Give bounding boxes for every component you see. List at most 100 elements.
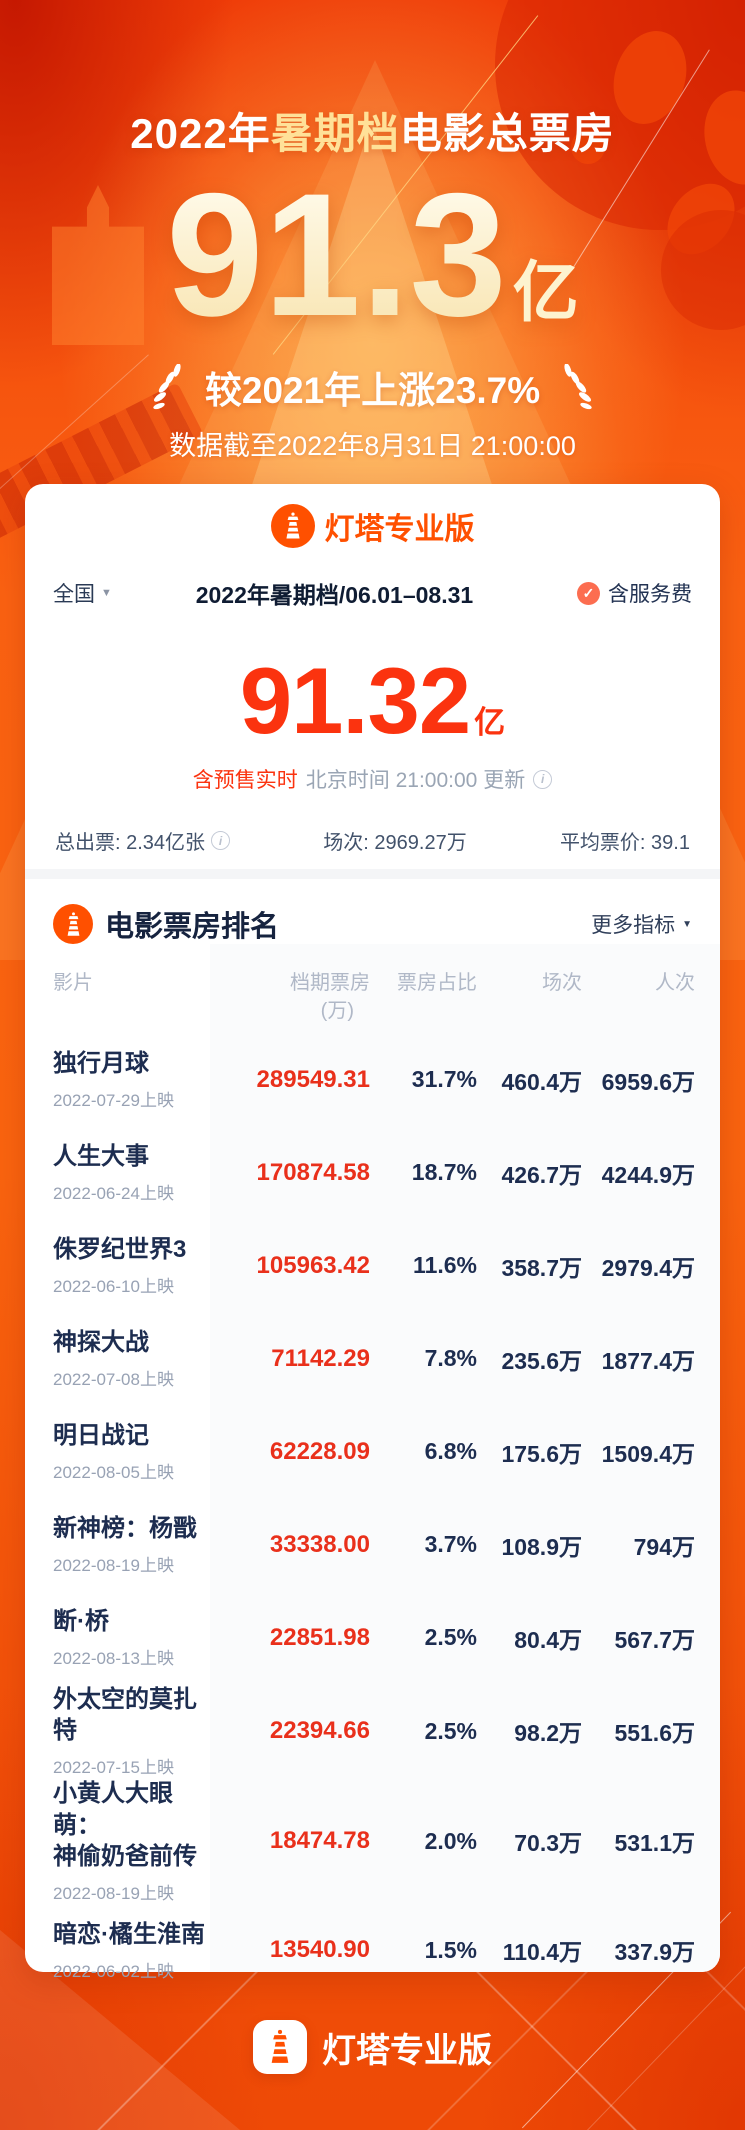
film-box-share: 3.7% [424,1531,477,1557]
poster-title-suffix: 电影总票房 [399,110,615,157]
film-admissions: 337.9万 [614,1939,695,1966]
update-time-label: 北京时间 21:00:00 更新 [305,769,526,792]
film-cell: 独行月球 2022-07-29上映 [53,1048,210,1111]
table-row[interactable]: 断·桥 2022-08-13上映 22851.98 2.5% 80.4万 567… [25,1591,720,1684]
film-release-date: 2022-06-10上映 [53,1277,174,1297]
realtime-box-office-unit: 亿 [474,705,506,740]
table-row[interactable]: 小黄人大眼萌： 神偷奶爸前传 2022-08-19上映 18474.78 2.0… [25,1778,720,1904]
film-cell: 人生大事 2022-06-24上映 [53,1141,210,1204]
poster-title-highlight: 暑期档 [270,110,400,157]
film-admissions: 6959.6万 [601,1068,695,1095]
more-metrics-button[interactable]: 更多指标 ▼ [591,909,692,939]
film-sessions: 460.4万 [501,1068,582,1095]
film-box-office: 170874.58 [256,1158,370,1186]
update-info-row: 含预售实时 北京时间 21:00:00 更新 i [25,764,720,794]
table-row[interactable]: 外太空的莫扎特 2022-07-15上映 22394.66 2.5% 98.2万… [25,1684,720,1778]
table-row[interactable]: 新神榜：杨戬 2022-08-19上映 33338.00 3.7% 108.9万… [25,1498,720,1591]
realtime-box-office: 91.32 亿 [25,654,720,748]
info-icon[interactable]: i [533,769,553,789]
poster-title: 2022年暑期档电影总票房 [0,100,745,161]
laurel-right-icon [564,364,592,410]
realtime-box-office-value: 91.32 [239,648,471,753]
sessions-stat: 场次: 2969.27万 [323,826,466,855]
table-scroll-panel [210,944,720,1972]
film-box-office: 18474.78 [269,1827,370,1855]
table-row[interactable]: 暗恋·橘生淮南 2022-06-02上映 13540.90 1.5% 110.4… [25,1904,720,1997]
sessions-stat-label: 场次: 2969.27万 [323,832,467,854]
film-title: 小黄人大眼萌： 神偷奶爸前传 [53,1780,197,1870]
film-box-office: 62228.09 [269,1437,370,1465]
table-row[interactable]: 明日战记 2022-08-05上映 62228.09 6.8% 175.6万 1… [25,1405,720,1498]
total-box-office: 91.3亿 [0,168,745,343]
avg-price-stat-label: 平均票价: 39.1 [559,832,690,854]
film-box-office: 22394.66 [269,1717,370,1745]
film-box-share: 1.5% [424,1936,477,1963]
chevron-down-icon: ▼ [682,918,692,930]
chevron-down-icon: ▼ [101,587,112,599]
film-box-share: 2.0% [424,1827,477,1854]
film-box-share: 6.8% [424,1438,477,1464]
film-box-share: 31.7% [411,1066,477,1092]
column-header-box-unit: (万) [320,1000,354,1022]
presale-realtime-label: 含预售实时 [192,769,298,792]
table-row[interactable]: 独行月球 2022-07-29上映 289549.31 31.7% 460.4万… [25,1033,720,1126]
film-sessions: 80.4万 [514,1626,582,1653]
film-title: 暗恋·橘生淮南 [53,1920,205,1948]
filter-row: 全国 ▼ 2022年暑期档/06.01–08.31 ✓ 含服务费 [25,576,720,610]
ranking-table-header: 影片 档期票房 (万) 票房占比 场次 人次 [25,969,720,1025]
film-cell: 外太空的莫扎特 2022-07-15上映 [53,1684,210,1778]
column-header-admissions: 人次 [655,972,695,994]
beacon-logo-icon [53,904,93,944]
film-box-office: 22851.98 [269,1623,370,1651]
service-fee-label: 含服务费 [608,583,692,606]
film-admissions: 4244.9万 [601,1161,695,1188]
film-admissions: 531.1万 [614,1830,695,1857]
tickets-stat: 总出票: 2.34亿张 i [55,826,231,855]
table-row[interactable]: 侏罗纪世界3 2022-06-10上映 105963.42 11.6% 358.… [25,1219,720,1312]
brand-header: 灯塔专业版 [25,484,720,548]
summary-stats-row: 总出票: 2.34亿张 i 场次: 2969.27万 平均票价: 39.1 [25,826,720,855]
film-title: 新神榜：杨戬 [53,1514,197,1542]
column-header-box-label: 档期票房 [290,972,370,994]
yoy-banner: 较2021年上涨23.7% [0,360,745,414]
total-box-office-unit: 亿 [512,255,579,329]
film-sessions: 175.6万 [501,1440,582,1467]
film-title: 明日战记 [53,1421,149,1449]
film-admissions: 567.7万 [614,1626,695,1653]
table-row[interactable]: 人生大事 2022-06-24上映 170874.58 18.7% 426.7万… [25,1126,720,1219]
film-admissions: 2979.4万 [601,1254,695,1281]
more-metrics-label: 更多指标 [591,914,676,937]
laurel-left-icon [153,364,181,410]
ranking-title: 电影票房排名 [105,911,280,943]
service-fee-toggle[interactable]: ✓ 含服务费 [577,578,692,608]
film-box-share: 7.8% [424,1345,477,1371]
region-label: 全国 [53,583,95,606]
film-sessions: 358.7万 [501,1254,582,1281]
film-box-office: 71142.29 [271,1344,370,1372]
tickets-stat-label: 总出票: 2.34亿张 [55,832,206,854]
film-release-date: 2022-08-19上映 [53,1883,174,1903]
film-title: 断·桥 [53,1607,109,1635]
film-title: 外太空的莫扎特 [53,1686,197,1745]
film-cell: 断·桥 2022-08-13上映 [53,1606,210,1669]
column-header-share: 票房占比 [397,972,477,994]
film-admissions: 551.6万 [614,1720,695,1747]
avg-price-stat: 平均票价: 39.1 [560,826,690,855]
info-icon[interactable]: i [211,831,231,850]
yoy-text: 较2021年上涨23.7% [204,370,541,411]
date-range-label: 2022年暑期档/06.01–08.31 [195,582,474,608]
film-release-date: 2022-07-29上映 [53,1091,174,1111]
film-sessions: 110.4万 [502,1939,582,1966]
film-box-office: 13540.90 [269,1936,370,1964]
film-release-date: 2022-08-19上映 [53,1556,174,1576]
film-cell: 侏罗纪世界3 2022-06-10上映 [53,1234,210,1297]
column-header-film: 影片 [53,972,93,994]
film-box-share: 18.7% [411,1159,477,1185]
film-cell: 神探大战 2022-07-08上映 [53,1327,210,1390]
table-row[interactable]: 神探大战 2022-07-08上映 71142.29 7.8% 235.6万 1… [25,1312,720,1405]
column-header-box: 档期票房 (万) [210,969,370,1025]
film-release-date: 2022-06-02上映 [53,1962,174,1982]
region-dropdown[interactable]: 全国 ▼ [53,578,112,608]
beacon-logo-icon [270,504,315,548]
